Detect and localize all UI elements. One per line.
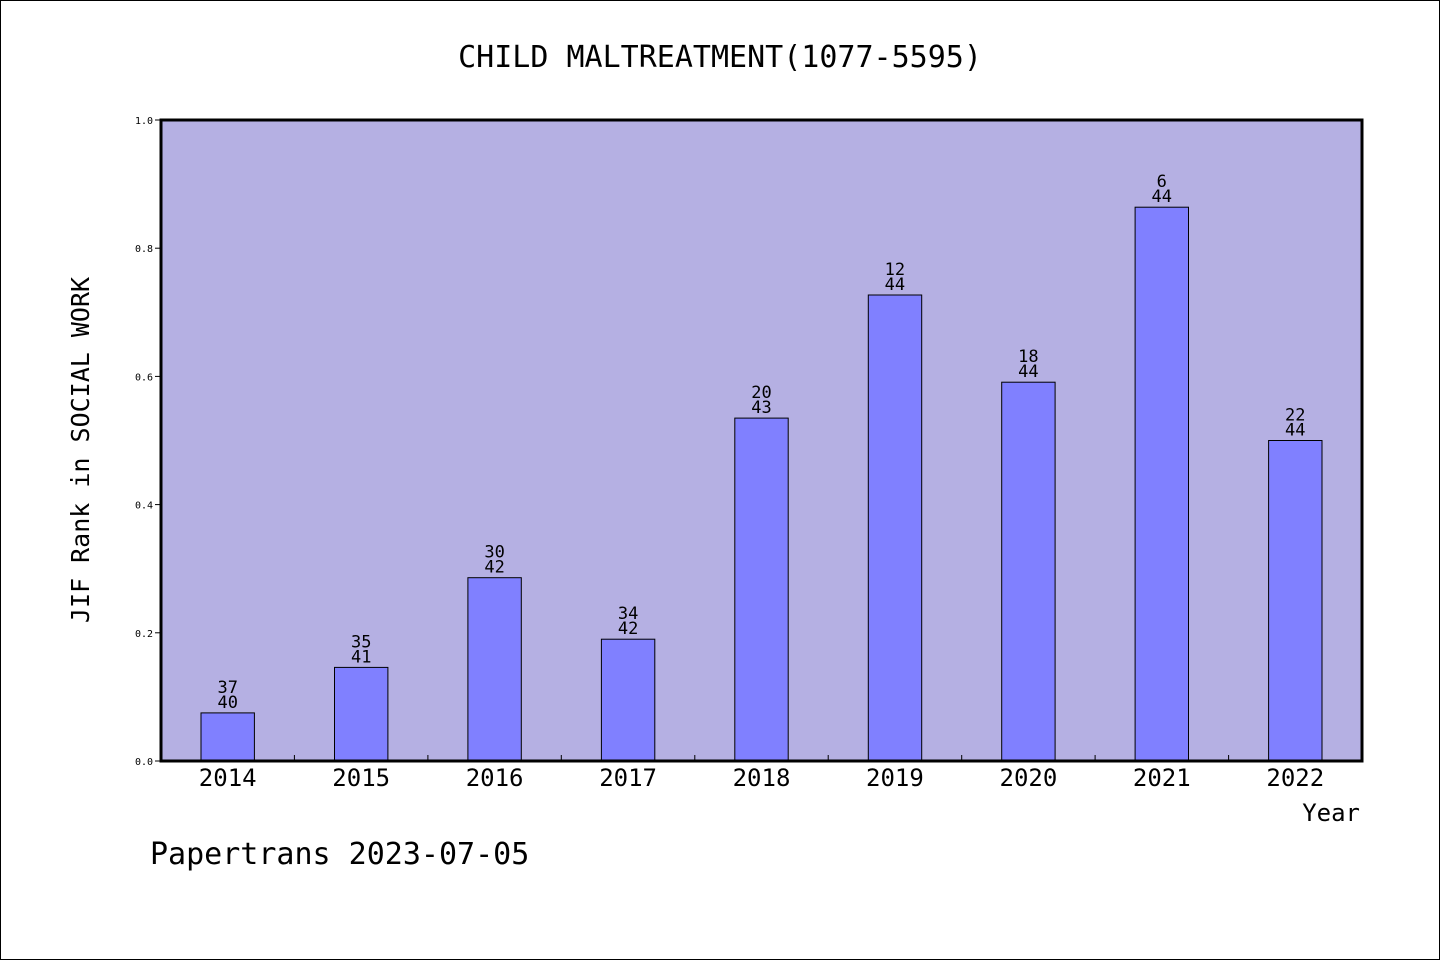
x-tick-label: 2022 xyxy=(1266,764,1324,792)
y-axis-ticks: 0.0 0.2 0.4 0.6 0.8 1.0 xyxy=(135,116,161,768)
bar-rank-label: 30 xyxy=(484,543,504,563)
bars xyxy=(200,206,1323,762)
x-axis-ticks: 2014 2015 2016 2017 2018 2019 2020 2021 2022 xyxy=(199,755,1324,792)
bar-total-label: 41 xyxy=(351,647,371,667)
x-tick-label: 2017 xyxy=(599,764,657,792)
bar-total-label: 44 xyxy=(1152,187,1172,207)
bar-rank-label: 18 xyxy=(1018,347,1038,367)
y-axis-label: JIF Rank in SOCIAL WORK xyxy=(66,277,95,623)
bar-total-label: 44 xyxy=(1285,421,1305,441)
x-tick-label: 2019 xyxy=(866,764,924,792)
bar-2017 xyxy=(600,638,656,762)
bar-total-label: 40 xyxy=(217,693,237,713)
y-tick-label: 0.8 xyxy=(135,244,153,255)
bar-2019 xyxy=(867,294,923,762)
x-tick-label: 2020 xyxy=(1000,764,1058,792)
bar-rank-label: 37 xyxy=(217,678,237,698)
x-tick-label: 2018 xyxy=(733,764,791,792)
bar-2016 xyxy=(467,577,522,762)
bar-rank-label: 20 xyxy=(751,383,771,403)
x-tick-label: 2021 xyxy=(1133,764,1191,792)
bar-2022 xyxy=(1268,440,1323,762)
y-tick-label: 1.0 xyxy=(135,116,153,127)
bar-rank-label: 12 xyxy=(885,260,905,280)
plot-border xyxy=(159,118,1364,763)
x-tick-label: 2016 xyxy=(466,764,524,792)
bar-total-label: 42 xyxy=(484,558,504,578)
y-tick-label: 0.0 xyxy=(135,757,153,768)
footer-text: Papertrans 2023-07-05 xyxy=(150,837,529,872)
x-tick-label: 2014 xyxy=(199,764,257,792)
bar-rank-label: 34 xyxy=(618,604,638,624)
bar-2015 xyxy=(334,666,389,762)
bar-rank-label: 6 xyxy=(1157,172,1167,192)
bar-2018 xyxy=(734,417,789,762)
chart-title: CHILD MALTREATMENT(1077-5595) xyxy=(458,40,982,75)
x-tick-label: 2015 xyxy=(332,764,390,792)
bar-total-label: 44 xyxy=(885,275,905,295)
bar-2014 xyxy=(200,712,255,762)
bar-2021 xyxy=(1134,206,1189,762)
bar-total-label: 44 xyxy=(1018,362,1038,382)
bar-total-label: 42 xyxy=(618,619,638,639)
bar-total-label: 43 xyxy=(751,398,771,418)
y-tick-label: 0.6 xyxy=(135,372,153,383)
bar-rank-label: 35 xyxy=(351,632,371,652)
y-tick-label: 0.4 xyxy=(135,501,153,512)
bar-rank-label: 22 xyxy=(1285,406,1305,426)
y-tick-label: 0.2 xyxy=(135,629,153,640)
bar-2020 xyxy=(1001,381,1056,762)
x-axis-label: Year xyxy=(1302,799,1360,827)
